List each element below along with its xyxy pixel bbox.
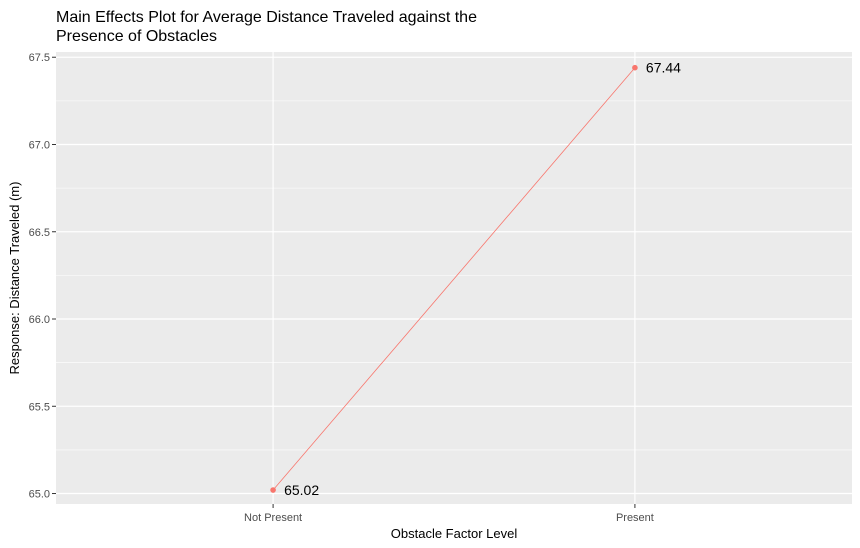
y-tick-label: 67.5 [29,52,50,64]
y-tick-label: 65.0 [29,489,50,501]
x-tick-label: Not Present [244,512,302,524]
y-tick-label: 66.5 [29,227,50,239]
y-tick-label: 66.0 [29,314,50,326]
data-point [632,64,638,71]
minor-gridlines [56,100,852,451]
data-label: 67.44 [646,60,681,76]
data-points [270,64,638,493]
data-label: 65.02 [284,482,319,498]
y-axis-ticks: 65.0 65.5 66.0 66.5 67.0 67.5 [29,52,56,501]
x-tick-label: Present [616,512,654,524]
plot-panel [56,52,852,504]
data-point [270,487,276,493]
series-line-path [272,67,636,491]
chart-title-line-1: Main Effects Plot for Average Distance T… [56,9,477,26]
chart-title-line-2: Presence of Obstacles [56,28,217,45]
data-labels: 65.02 67.44 [284,60,681,498]
major-gridlines [56,52,852,504]
x-axis-title: Obstacle Factor Level [391,526,518,541]
y-tick-label: 65.5 [29,401,50,413]
y-axis-title: Response: Distance Traveled (m) [7,182,22,375]
series-line [272,67,636,491]
y-tick-label: 67.0 [29,139,50,151]
x-axis-ticks: Not Present Present [244,504,654,524]
